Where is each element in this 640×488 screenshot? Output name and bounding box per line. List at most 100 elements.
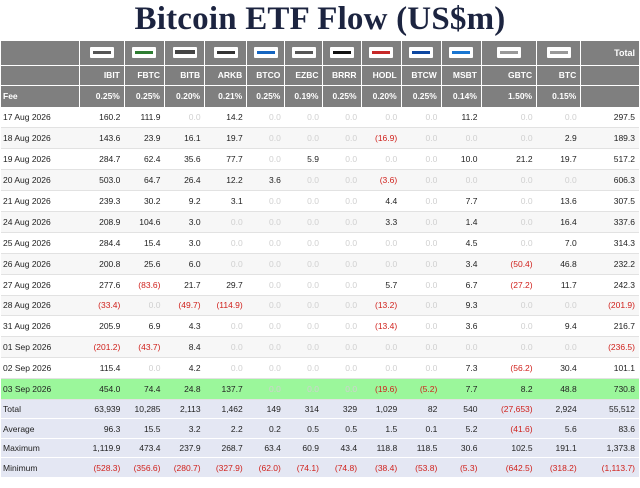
flow-cell: 0.0 bbox=[284, 336, 323, 359]
flow-cell: 0.0 bbox=[361, 148, 402, 171]
row-date: 02 Sep 2026 bbox=[1, 357, 80, 380]
flow-cell: 0.0 bbox=[441, 127, 482, 150]
summary-cell: 63.4 bbox=[246, 438, 285, 459]
flow-cell: 0.0 bbox=[361, 253, 402, 275]
fee-fbtc: 0.25% bbox=[124, 84, 166, 107]
flow-cell: 0.0 bbox=[284, 107, 323, 129]
summary-cell: 2,113 bbox=[164, 399, 205, 420]
logo-cell-hodl bbox=[361, 41, 402, 65]
row-total: 307.5 bbox=[580, 190, 639, 212]
flow-cell: 64.7 bbox=[124, 169, 165, 192]
ticker-bitb: BITB bbox=[164, 64, 206, 85]
flow-cell: 7.7 bbox=[441, 190, 482, 212]
summary-cell: (74.1) bbox=[284, 457, 323, 478]
summary-cell: 43.4 bbox=[322, 438, 362, 459]
summary-cell: 2.2 bbox=[204, 418, 247, 439]
total-ticker-cell bbox=[580, 64, 639, 85]
flow-cell: 9.3 bbox=[441, 295, 482, 317]
page-title: Bitcoin ETF Flow (US$m) bbox=[134, 1, 506, 37]
etf-flow-table: Total IBIT FBTC BITB ARKB BTCO EZBC BRRR HODL BT… bbox=[1, 41, 639, 478]
flow-cell: 0.0 bbox=[246, 274, 285, 296]
flow-cell: 21.7 bbox=[164, 274, 205, 296]
flow-cell: 0.0 bbox=[284, 315, 323, 338]
flow-cell: (114.9) bbox=[204, 295, 247, 317]
flow-cell: 0.0 bbox=[204, 357, 247, 380]
flow-cell: 111.9 bbox=[124, 107, 165, 129]
flow-cell: 208.9 bbox=[79, 211, 125, 233]
summary-cell: 540 bbox=[441, 399, 482, 420]
logo-cell-btcw bbox=[401, 41, 442, 65]
flow-cell: 0.0 bbox=[481, 315, 537, 338]
flow-cell: 23.9 bbox=[124, 127, 165, 150]
flow-cell: 0.0 bbox=[322, 315, 362, 338]
summary-label: Minimum bbox=[1, 457, 80, 478]
summary-cell: 102.5 bbox=[481, 438, 537, 459]
flow-cell: 30.4 bbox=[536, 357, 581, 380]
flow-cell: 8.4 bbox=[164, 336, 205, 359]
flow-cell: 0.0 bbox=[441, 169, 482, 192]
flow-cell: 3.4 bbox=[441, 253, 482, 275]
flow-cell: 6.9 bbox=[124, 315, 165, 338]
bitwise-logo-icon bbox=[172, 47, 197, 59]
flow-cell: 0.0 bbox=[401, 127, 442, 150]
grayscale-mini-logo-icon bbox=[546, 47, 571, 59]
flow-cell: 14.2 bbox=[204, 107, 247, 129]
summary-cell: 118.8 bbox=[361, 438, 402, 459]
flow-cell: 0.0 bbox=[536, 107, 581, 129]
flow-cell: 0.0 bbox=[246, 190, 285, 212]
summary-total: 83.6 bbox=[580, 418, 639, 439]
row-date: 31 Aug 2026 bbox=[1, 315, 80, 338]
summary-cell: 118.5 bbox=[401, 438, 442, 459]
row-date: 17 Aug 2026 bbox=[1, 107, 80, 129]
fee-brrr: 0.25% bbox=[322, 84, 362, 107]
flow-cell: 0.0 bbox=[322, 336, 362, 359]
table-row: 21 Aug 2026 239.3 30.2 9.2 3.1 0.0 0.0 0.0 4.4 0.… bbox=[1, 190, 639, 212]
flow-cell: 0.0 bbox=[322, 232, 362, 254]
flow-cell: 4.2 bbox=[164, 357, 205, 380]
summary-cell: 10,285 bbox=[124, 399, 165, 420]
summary-cell: 30.6 bbox=[441, 438, 482, 459]
flow-cell: 24.8 bbox=[164, 378, 205, 400]
table-row: 18 Aug 2026 143.6 23.9 16.1 19.7 0.0 0.0 0.0 (16… bbox=[1, 127, 639, 150]
flow-cell: 0.0 bbox=[361, 107, 402, 129]
flow-cell: 0.0 bbox=[164, 107, 205, 129]
flow-cell: 0.0 bbox=[481, 127, 537, 150]
flow-cell: 0.0 bbox=[401, 295, 442, 317]
total-fee-cell bbox=[580, 84, 639, 107]
flow-cell: 0.0 bbox=[401, 107, 442, 129]
flow-cell: 25.6 bbox=[124, 253, 165, 275]
flow-cell: 0.0 bbox=[246, 211, 285, 233]
summary-cell: (62.0) bbox=[246, 457, 285, 478]
flow-cell: 0.0 bbox=[246, 232, 285, 254]
flow-cell: 284.4 bbox=[79, 232, 125, 254]
flow-cell: 0.0 bbox=[124, 357, 165, 380]
flow-cell: 0.0 bbox=[246, 148, 285, 171]
flow-cell: 104.6 bbox=[124, 211, 165, 233]
flow-cell: 19.7 bbox=[204, 127, 247, 150]
flow-cell: 0.0 bbox=[401, 357, 442, 380]
summary-total: 55,512 bbox=[580, 399, 639, 420]
corner-cell bbox=[1, 64, 80, 85]
flow-cell: 3.6 bbox=[246, 169, 285, 192]
summary-cell: (41.6) bbox=[481, 418, 537, 439]
flow-cell: 0.0 bbox=[246, 107, 285, 129]
flow-cell: (13.4) bbox=[361, 315, 402, 338]
fee-hodl: 0.20% bbox=[361, 84, 402, 107]
fee-bitb: 0.20% bbox=[164, 84, 206, 107]
flow-cell: 1.4 bbox=[441, 211, 482, 233]
fee-gbtc: 1.50% bbox=[481, 84, 538, 107]
table-row: 20 Aug 2026 503.0 64.7 26.4 12.2 3.6 0.0 0.0 (3.… bbox=[1, 169, 639, 192]
flow-cell: 0.0 bbox=[284, 253, 323, 275]
summary-rows: Total 63,939 10,285 2,113 1,462 149 314 329 1,02… bbox=[1, 399, 639, 478]
flow-cell: 0.0 bbox=[284, 378, 323, 400]
row-total: 189.3 bbox=[580, 127, 639, 150]
flow-cell: 0.0 bbox=[246, 357, 285, 380]
logo-cell-ibit bbox=[79, 41, 125, 65]
row-date: 27 Aug 2026 bbox=[1, 274, 80, 296]
flow-cell: 9.4 bbox=[536, 315, 581, 338]
flow-cell: 29.7 bbox=[204, 274, 247, 296]
row-date: 03 Sep 2026 bbox=[1, 378, 80, 400]
flow-cell: 0.0 bbox=[246, 378, 285, 400]
flow-cell: (5.2) bbox=[401, 378, 442, 400]
corner-cell bbox=[1, 41, 80, 65]
